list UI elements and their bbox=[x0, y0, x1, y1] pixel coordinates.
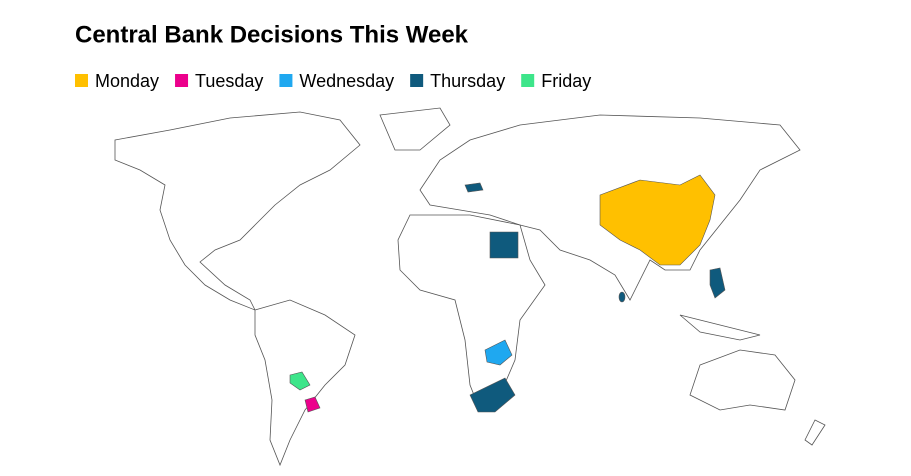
legend: Monday Tuesday Wednesday Thursday Friday bbox=[75, 71, 591, 91]
philippines bbox=[709, 267, 726, 299]
legend-swatch bbox=[75, 74, 88, 87]
legend-label: Friday bbox=[541, 71, 591, 91]
world-map bbox=[114, 107, 826, 467]
australia bbox=[689, 349, 796, 411]
legend-label: Thursday bbox=[430, 71, 505, 91]
new-zealand bbox=[804, 419, 826, 446]
uruguay bbox=[304, 396, 321, 413]
legend-swatch bbox=[521, 74, 535, 87]
china bbox=[599, 174, 716, 266]
indonesia bbox=[679, 314, 761, 341]
greenland bbox=[379, 107, 451, 151]
legend-label: Wednesday bbox=[299, 71, 394, 91]
south-africa bbox=[469, 377, 516, 413]
legend-swatch bbox=[175, 74, 189, 87]
legend-swatch bbox=[279, 74, 293, 87]
legend-swatch bbox=[410, 74, 424, 87]
africa bbox=[397, 214, 546, 411]
zambia-zimbabwe bbox=[484, 339, 513, 366]
north-america bbox=[114, 111, 361, 311]
paraguay bbox=[289, 371, 311, 391]
title: Central Bank Decisions This Week bbox=[75, 21, 469, 48]
hungary bbox=[464, 182, 484, 193]
legend-label: Monday bbox=[95, 71, 159, 91]
legend-label: Tuesday bbox=[195, 71, 263, 91]
sri-lanka bbox=[618, 291, 626, 303]
egypt bbox=[489, 231, 519, 259]
